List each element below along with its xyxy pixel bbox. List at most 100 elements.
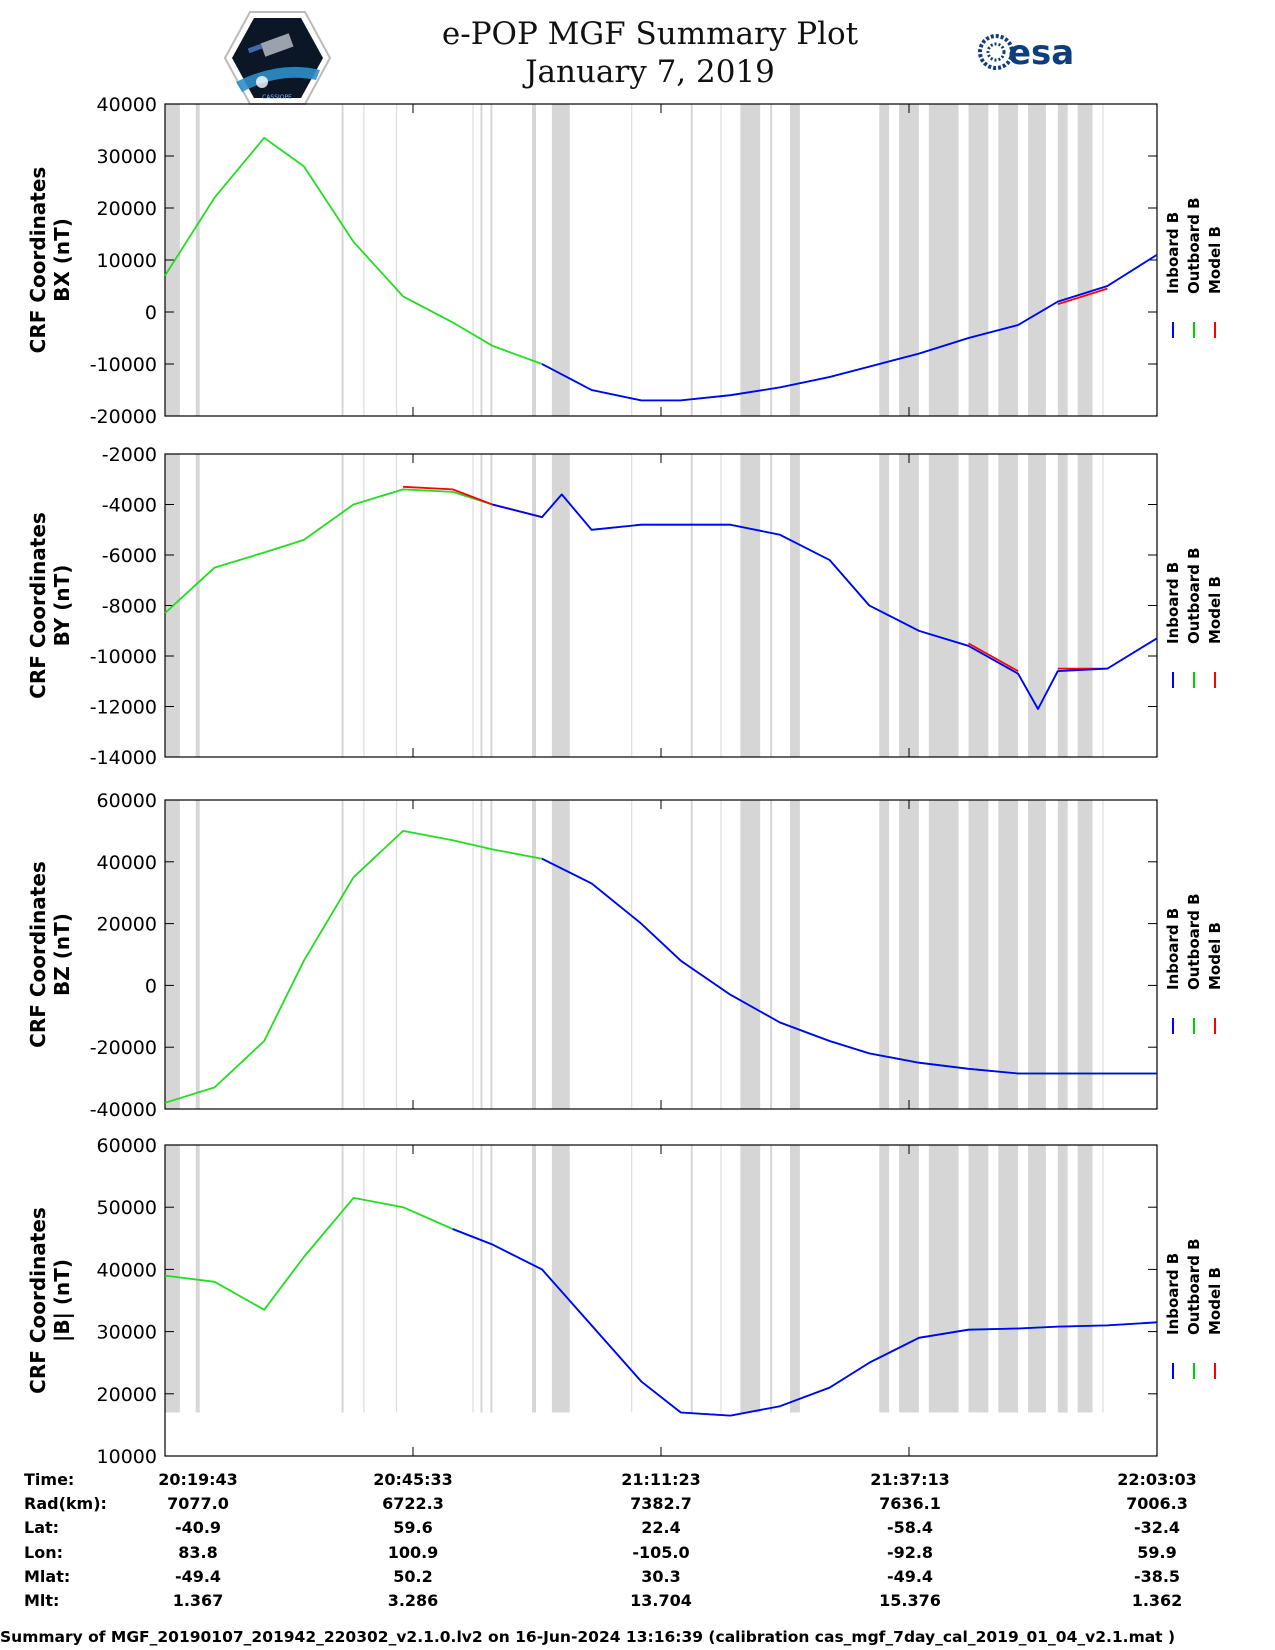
- legend-label: Outboard B: [1185, 1238, 1203, 1335]
- info-cell: -105.0: [632, 1543, 689, 1562]
- legend-label: Inboard B: [1164, 212, 1182, 294]
- info-cell: -32.4: [1134, 1518, 1180, 1537]
- data-gap-shade: [472, 454, 474, 757]
- y-tick-label: 40000: [97, 94, 157, 116]
- data-gap-shade: [396, 1145, 398, 1413]
- legend-label: Inboard B: [1164, 908, 1182, 990]
- data-gap-shade: [720, 454, 722, 757]
- data-gap-shade: [341, 800, 344, 1109]
- data-gap-shade: [968, 800, 989, 1109]
- data-gap-shade: [165, 1145, 180, 1413]
- y-tick-label: 60000: [97, 790, 157, 812]
- data-gap-shade: [720, 800, 722, 1109]
- y-axis-label-line1: CRF Coordinates: [26, 1207, 50, 1394]
- data-gap-shade: [899, 1145, 919, 1413]
- data-gap-shade: [631, 800, 633, 1109]
- data-gap-shade: [1028, 454, 1046, 757]
- data-gap-shade: [690, 800, 693, 1109]
- y-tick-label: 10000: [97, 250, 157, 272]
- data-gap-shade: [879, 1145, 890, 1413]
- info-cell: 59.9: [1137, 1543, 1176, 1562]
- y-axis-label-line1: CRF Coordinates: [26, 167, 50, 354]
- data-gap-shade: [480, 104, 483, 416]
- data-gap-shade: [472, 800, 474, 1109]
- data-gap-shade: [1077, 1145, 1093, 1413]
- data-gap-shade: [490, 454, 493, 757]
- series-line-model-b: [1057, 287, 1108, 306]
- panel-1: -20000 -10000 0 10000 20000 30000 40000 CRF Coo…: [26, 94, 1224, 428]
- y-tick-label: -40000: [90, 1099, 157, 1121]
- legend-label: Outboard B: [1185, 547, 1203, 644]
- panel-3: -40000 -20000 0 20000 40000 60000 CRF Coordina…: [26, 790, 1224, 1121]
- info-cell: -38.5: [1134, 1567, 1180, 1586]
- data-gap-shade: [363, 1145, 365, 1413]
- series-line-inboard-b: [492, 493, 1158, 710]
- y-tick-label: 20000: [97, 198, 157, 220]
- data-gap-shade: [363, 454, 365, 757]
- y-tick-label: -8000: [102, 596, 157, 618]
- y-tick-label: -6000: [102, 545, 157, 567]
- data-gap-shade: [740, 454, 761, 757]
- data-gap-shade: [690, 104, 693, 416]
- esa-logo-text: esa: [1008, 33, 1074, 73]
- orbit-info-table: Time: Rad(km): Lat: Lon: Mlat: Mlt: 20:19:43 70…: [24, 1470, 1197, 1610]
- series-line-inboard-b: [541, 254, 1158, 402]
- info-cell: 22:03:03: [1117, 1470, 1197, 1489]
- y-tick-label: -4000: [102, 495, 157, 517]
- info-row-label: Lon:: [24, 1543, 63, 1562]
- data-gap-shade: [770, 1145, 773, 1413]
- data-gap-shade: [1077, 104, 1093, 416]
- data-gap-shade: [998, 800, 1019, 1109]
- data-gap-shade: [396, 800, 398, 1109]
- legend-label: Outboard B: [1185, 893, 1203, 990]
- y-tick-label: 0: [145, 975, 157, 997]
- info-cell: 1.367: [173, 1591, 224, 1610]
- data-gap-shade: [363, 104, 365, 416]
- data-gap-shade: [928, 104, 959, 416]
- legend-label: Model B: [1206, 922, 1224, 990]
- data-gap-shade: [480, 800, 483, 1109]
- y-axis-label-line2: |B| (nT): [50, 1259, 74, 1342]
- data-gap-shade: [720, 104, 722, 416]
- data-gap-shade: [1057, 104, 1068, 416]
- info-cell: 7077.0: [167, 1494, 229, 1513]
- data-gap-shade: [532, 454, 537, 757]
- info-cell: 7382.7: [630, 1494, 692, 1513]
- y-tick-label: 40000: [97, 1259, 157, 1281]
- data-gap-shade: [195, 1145, 200, 1413]
- data-gap-shade: [341, 104, 344, 416]
- data-gap-shade: [1077, 800, 1093, 1109]
- data-gap-shade: [1028, 800, 1046, 1109]
- info-cell: -92.8: [887, 1543, 933, 1562]
- y-tick-label: 20000: [97, 1384, 157, 1406]
- y-tick-label: 50000: [97, 1197, 157, 1219]
- data-gap-shade: [341, 454, 344, 757]
- info-cell: 7636.1: [879, 1494, 941, 1513]
- data-gap-shade: [879, 454, 890, 757]
- data-gap-shade: [480, 1145, 483, 1413]
- legend-label: Inboard B: [1164, 1253, 1182, 1335]
- data-gap-shade: [899, 104, 919, 416]
- data-gap-shade: [631, 454, 633, 757]
- data-gap-shade: [532, 104, 537, 416]
- data-gap-shade: [968, 454, 989, 757]
- info-cell: 100.9: [388, 1543, 439, 1562]
- info-cell: 7006.3: [1126, 1494, 1188, 1513]
- data-gap-shade: [740, 104, 761, 416]
- legend-label: Outboard B: [1185, 197, 1203, 294]
- data-gap-shade: [490, 800, 493, 1109]
- data-gap-shade: [899, 454, 919, 757]
- data-gap-shade: [1102, 800, 1104, 1109]
- legend-label: Model B: [1206, 1267, 1224, 1335]
- series-line-inboard-b: [452, 1228, 1158, 1417]
- data-gap-shade: [720, 1145, 722, 1413]
- y-axis-label-line1: CRF Coordinates: [26, 512, 50, 699]
- series-line-inboard-b: [541, 857, 1157, 1075]
- cassiope-logo: CASSIOPE: [223, 11, 332, 105]
- y-tick-label: -2000: [102, 444, 157, 466]
- data-gap-shade: [1057, 800, 1068, 1109]
- info-row-label: Mlt:: [24, 1591, 59, 1610]
- info-cell: 15.376: [879, 1591, 941, 1610]
